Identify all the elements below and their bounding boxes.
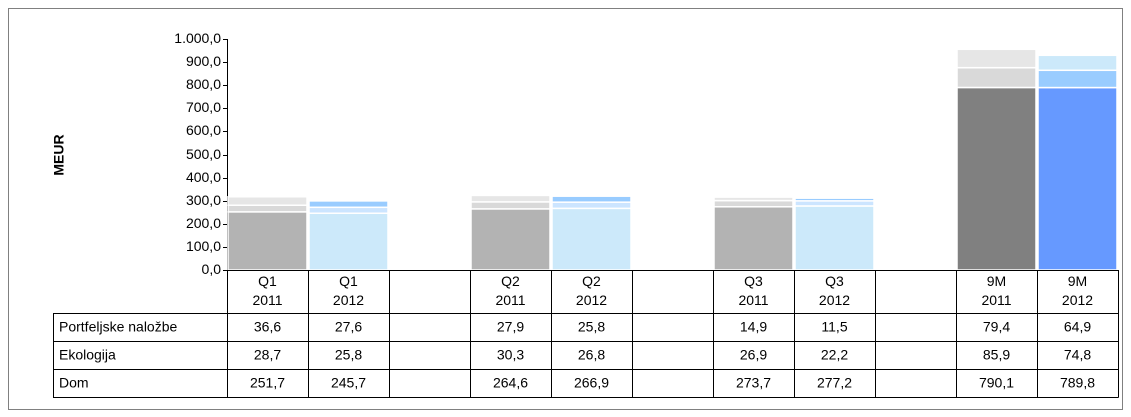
- table-value: 22,2: [821, 347, 848, 363]
- bar-segment: [470, 208, 551, 271]
- table-value: 27,9: [497, 319, 524, 335]
- table-value: 11,5: [821, 319, 847, 335]
- bar-segment: [551, 201, 632, 210]
- table-value: 14,9: [740, 319, 767, 335]
- table-value: 25,8: [335, 347, 362, 363]
- y-tick-label: 400,0: [186, 169, 221, 185]
- bar-segment: [713, 196, 794, 202]
- bar-segment: [956, 66, 1037, 89]
- x-tick-label: Q2 2011: [495, 273, 525, 308]
- x-tick-label: 9M 2012: [1062, 273, 1093, 308]
- x-tick-label: Q1 2011: [252, 273, 282, 308]
- y-tick-label: 600,0: [186, 122, 221, 138]
- y-tick-label: 800,0: [186, 76, 221, 92]
- x-tick-label: 9M 2011: [981, 273, 1011, 308]
- legend-cell: [54, 314, 227, 341]
- x-tick-label: Q1 2012: [333, 273, 364, 308]
- bar-segment: [1037, 86, 1118, 271]
- legend-label: Portfeljske naložbe: [59, 319, 178, 335]
- table-value: 790,1: [979, 375, 1014, 391]
- table-value: 28,7: [254, 347, 281, 363]
- table-value: 26,8: [578, 347, 605, 363]
- table-value: 64,9: [1064, 319, 1091, 335]
- y-axis-label: MEUR: [51, 134, 67, 175]
- bar-segment: [227, 196, 308, 206]
- y-tick-label: 500,0: [186, 146, 221, 162]
- legend-cell: [54, 370, 227, 397]
- y-tick-label: 300,0: [186, 192, 221, 208]
- bar-segment: [794, 205, 875, 271]
- table-value: 251,7: [250, 375, 285, 391]
- bar-segment: [956, 86, 1037, 271]
- bar-segment: [1037, 69, 1118, 89]
- table-value: 36,6: [254, 319, 281, 335]
- table-value: 74,8: [1064, 347, 1091, 363]
- y-tick-label: 200,0: [186, 215, 221, 231]
- bar-segment: [470, 201, 551, 210]
- x-tick-label: Q3 2011: [738, 273, 768, 308]
- y-tick-label: 100,0: [186, 238, 221, 254]
- bar-segment: [713, 206, 794, 271]
- table-value: 266,9: [574, 375, 609, 391]
- bar-segment: [470, 194, 551, 203]
- y-tick-label: 1.000,0: [174, 30, 221, 46]
- legend-label: Ekologija: [59, 347, 116, 363]
- bar-segment: [227, 204, 308, 213]
- y-tick-label: 0,0: [202, 261, 222, 277]
- table-value: 264,6: [493, 375, 528, 391]
- bar-segment: [551, 207, 632, 271]
- table-value: 85,9: [983, 347, 1010, 363]
- bar-segment: [956, 48, 1037, 69]
- y-tick-label: 700,0: [186, 99, 221, 115]
- bar-segment: [794, 197, 875, 202]
- legend-label: Dom: [59, 375, 89, 391]
- bar-segment: [308, 206, 389, 214]
- bar-segment: [308, 212, 389, 271]
- bar-segment: [794, 200, 875, 207]
- bar-segment: [308, 200, 389, 209]
- x-tick-label: Q2 2012: [576, 273, 607, 308]
- table-value: 26,9: [740, 347, 767, 363]
- bar-segment: [1037, 54, 1118, 72]
- table-value: 245,7: [331, 375, 366, 391]
- table-value: 79,4: [983, 319, 1010, 335]
- table-value: 25,8: [578, 319, 605, 335]
- table-value: 27,6: [335, 319, 362, 335]
- bar-segment: [551, 195, 632, 203]
- legend-cell: [54, 342, 227, 369]
- table-value: 30,3: [497, 347, 524, 363]
- table-value: 273,7: [736, 375, 771, 391]
- bar-segment: [713, 199, 794, 208]
- y-tick-label: 900,0: [186, 53, 221, 69]
- table-value: 789,8: [1060, 375, 1095, 391]
- x-tick-label: Q3 2012: [819, 273, 850, 308]
- table-value: 277,2: [817, 375, 852, 391]
- bar-segment: [227, 211, 308, 271]
